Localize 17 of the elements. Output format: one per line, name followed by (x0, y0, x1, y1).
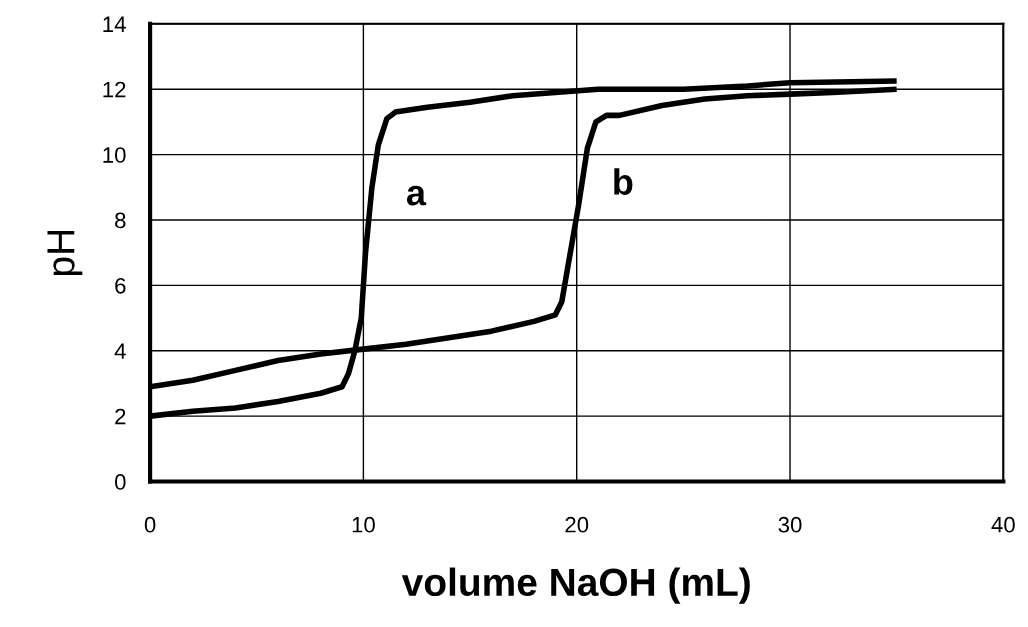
y-tick-label: 14 (103, 16, 126, 32)
x-tick-label: 0 (144, 516, 156, 533)
series-label: a (406, 185, 427, 206)
y-tick-label: 4 (114, 343, 126, 359)
y-tick-label: 2 (115, 408, 126, 425)
x-tick-label: 20 (565, 516, 589, 533)
y-tick-label: 0 (114, 474, 126, 490)
y-tick-label: 10 (103, 147, 126, 163)
series-label: b (614, 168, 633, 195)
y-tick-label: 8 (115, 212, 126, 229)
x-tick-label: 40 (991, 516, 1015, 533)
y-tick-label: 6 (115, 277, 126, 294)
y-axis-title: pH (47, 231, 83, 276)
x-axis-title: volume NaOH (mL) (401, 567, 750, 604)
y-tick-label: 12 (103, 81, 126, 98)
x-tick-label: 10 (352, 516, 375, 533)
x-tick-label: 30 (778, 516, 802, 533)
